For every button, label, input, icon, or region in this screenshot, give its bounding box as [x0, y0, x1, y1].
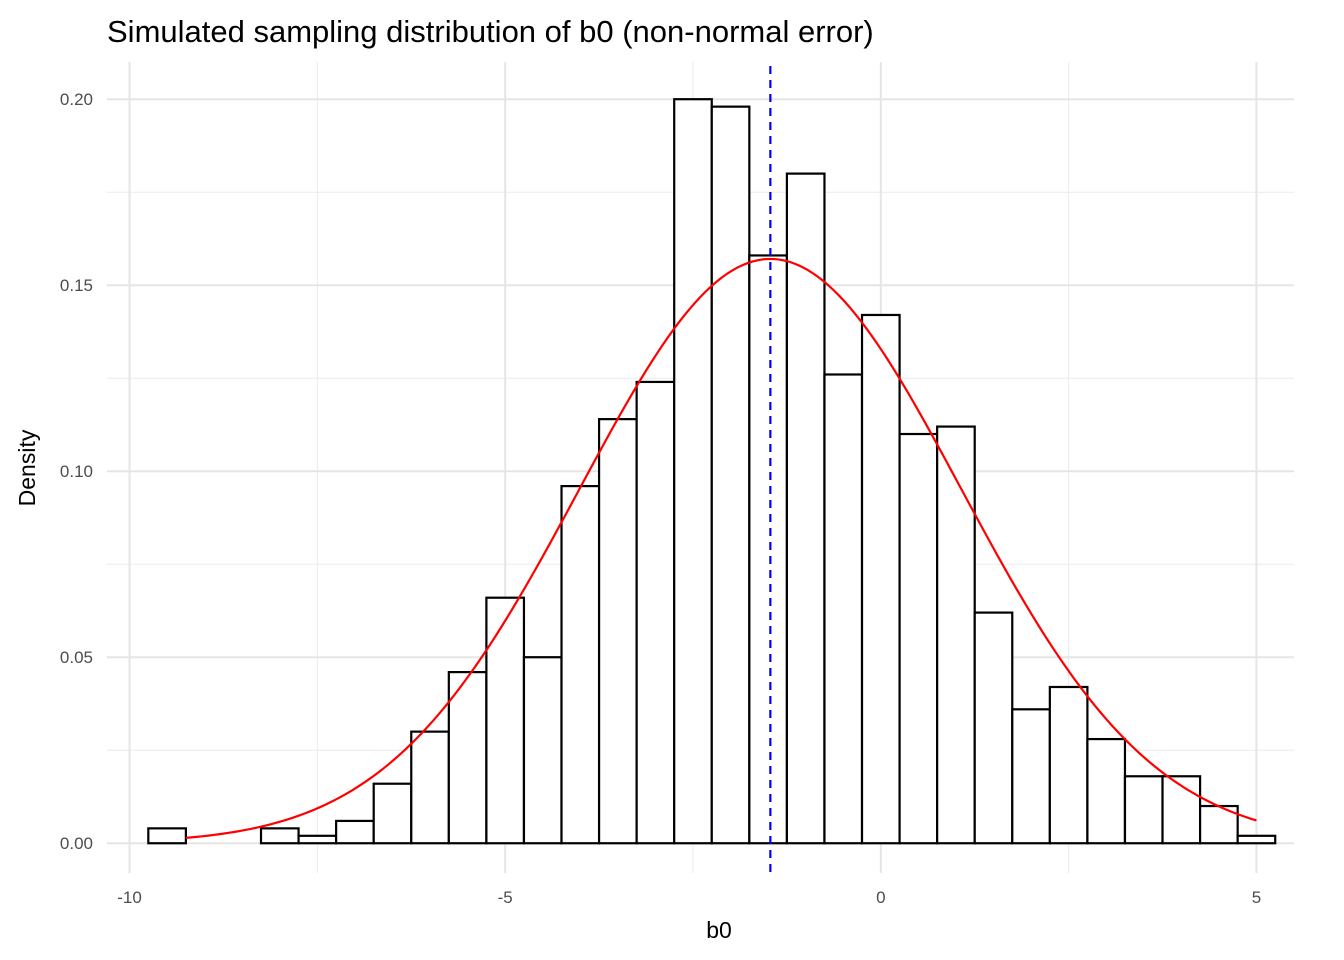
x-tick-label: -5: [498, 888, 513, 907]
histogram-bar: [147, 827, 187, 845]
histogram-bar: [1048, 685, 1089, 845]
histogram-bar: [372, 782, 413, 845]
histogram-bar: [936, 425, 976, 845]
histogram-bar: [1123, 775, 1164, 845]
histogram-bar: [635, 380, 676, 845]
histogram-bar: [485, 596, 526, 845]
y-tick-label: 0.10: [60, 462, 93, 481]
x-tick-label: 0: [876, 888, 885, 907]
histogram-bar: [297, 834, 338, 845]
histogram-bar: [259, 827, 300, 845]
histogram-bar: [860, 313, 901, 845]
overlays: [185, 66, 1257, 873]
normal-density-curve: [185, 257, 1257, 839]
histogram-bar: [522, 656, 563, 845]
histogram-bar: [748, 254, 788, 845]
histogram-bar: [710, 105, 751, 845]
histogram-bar: [560, 485, 601, 845]
histogram-bar: [335, 819, 375, 845]
chart-title: Simulated sampling distribution of b0 (n…: [107, 14, 874, 49]
y-tick-label: 0.05: [60, 648, 93, 667]
y-axis-title: Density: [14, 429, 40, 506]
histogram-bar: [673, 98, 713, 845]
histogram-bar: [1236, 834, 1277, 845]
y-tick-label: 0.00: [60, 834, 93, 853]
histogram-bar: [1011, 708, 1051, 845]
histogram-bar: [823, 373, 864, 845]
histogram-bar: [785, 172, 826, 845]
x-tick-label: 5: [1252, 888, 1261, 907]
histogram-bar: [410, 730, 450, 845]
histogram-bar: [973, 611, 1014, 845]
histogram-bars: [147, 98, 1277, 845]
x-axis-title: b0: [706, 917, 732, 943]
histogram-bar: [898, 432, 939, 845]
histogram-bar: [1086, 737, 1127, 845]
y-tick-label: 0.20: [60, 90, 93, 109]
histogram-bar: [447, 671, 488, 845]
x-tick-label: -10: [117, 888, 142, 907]
x-tick-labels: -10 -5 0 5: [117, 888, 1261, 907]
y-tick-labels: 0.00 0.05 0.10 0.15 0.20: [60, 90, 93, 853]
histogram-bar: [597, 418, 638, 845]
y-tick-label: 0.15: [60, 276, 93, 295]
